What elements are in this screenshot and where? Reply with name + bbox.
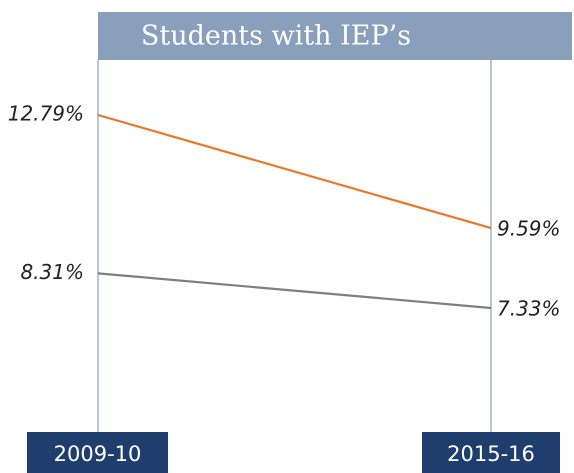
value-label: 12.79% xyxy=(8,102,84,126)
value-label: 7.33% xyxy=(497,297,561,321)
series-line xyxy=(97,272,492,310)
title-banner xyxy=(98,12,572,60)
chart-title: Students with IEP’s xyxy=(141,21,411,52)
category-box xyxy=(27,432,168,473)
series-line xyxy=(97,113,492,230)
category-label: 2015-16 xyxy=(447,442,535,466)
category-label: 2009-10 xyxy=(54,442,142,466)
value-label: 9.59% xyxy=(497,217,561,241)
value-label: 8.31% xyxy=(20,260,84,284)
category-box xyxy=(422,432,560,473)
